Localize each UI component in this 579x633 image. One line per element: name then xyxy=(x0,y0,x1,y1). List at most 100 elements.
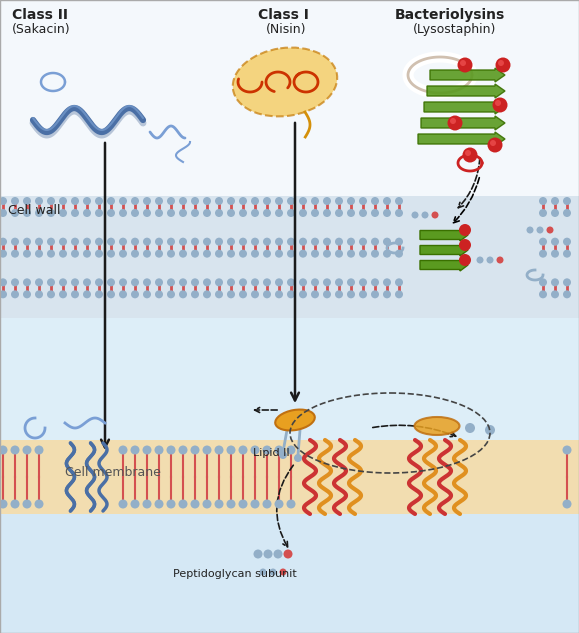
Circle shape xyxy=(347,249,355,258)
Circle shape xyxy=(107,197,115,205)
Circle shape xyxy=(227,279,235,286)
Circle shape xyxy=(294,454,302,462)
Circle shape xyxy=(179,197,187,205)
Circle shape xyxy=(539,291,547,298)
Circle shape xyxy=(191,249,199,258)
Circle shape xyxy=(142,446,152,454)
Circle shape xyxy=(191,279,199,286)
Text: (Nisin): (Nisin) xyxy=(266,23,306,36)
Circle shape xyxy=(47,209,55,217)
Circle shape xyxy=(191,291,199,298)
Circle shape xyxy=(280,568,287,575)
Circle shape xyxy=(311,291,319,298)
Circle shape xyxy=(284,549,292,558)
Circle shape xyxy=(383,237,391,246)
Circle shape xyxy=(359,291,367,298)
Circle shape xyxy=(563,209,571,217)
Circle shape xyxy=(71,209,79,217)
FancyArrow shape xyxy=(420,229,468,241)
Circle shape xyxy=(450,118,456,124)
Circle shape xyxy=(335,249,343,258)
Circle shape xyxy=(347,279,355,286)
Bar xyxy=(0,440,579,514)
Circle shape xyxy=(155,197,163,205)
Circle shape xyxy=(178,446,188,454)
Circle shape xyxy=(395,197,403,205)
Circle shape xyxy=(383,197,391,205)
Circle shape xyxy=(143,249,151,258)
Circle shape xyxy=(335,237,343,246)
Circle shape xyxy=(490,140,496,146)
Circle shape xyxy=(95,249,103,258)
Circle shape xyxy=(459,254,471,266)
Circle shape xyxy=(10,499,20,508)
Circle shape xyxy=(107,209,115,217)
Circle shape xyxy=(251,499,259,508)
Circle shape xyxy=(239,209,247,217)
Circle shape xyxy=(251,249,259,258)
Circle shape xyxy=(395,209,403,217)
Circle shape xyxy=(59,209,67,217)
FancyArrow shape xyxy=(424,100,505,114)
Circle shape xyxy=(119,291,127,298)
Circle shape xyxy=(371,237,379,246)
FancyArrow shape xyxy=(420,259,468,271)
Bar xyxy=(0,318,579,448)
Circle shape xyxy=(35,197,43,205)
Circle shape xyxy=(167,209,175,217)
Circle shape xyxy=(47,279,55,286)
Text: (Sakacin): (Sakacin) xyxy=(12,23,71,36)
Circle shape xyxy=(35,249,43,258)
Circle shape xyxy=(359,237,367,246)
Circle shape xyxy=(59,197,67,205)
Circle shape xyxy=(335,197,343,205)
Circle shape xyxy=(539,197,547,205)
Circle shape xyxy=(215,197,223,205)
Circle shape xyxy=(539,279,547,286)
Circle shape xyxy=(263,209,271,217)
Circle shape xyxy=(239,237,247,246)
Circle shape xyxy=(59,237,67,246)
Circle shape xyxy=(23,279,31,286)
Circle shape xyxy=(274,499,284,508)
Circle shape xyxy=(498,60,504,66)
Circle shape xyxy=(23,209,31,217)
Circle shape xyxy=(488,137,503,153)
Circle shape xyxy=(239,291,247,298)
Circle shape xyxy=(119,499,127,508)
Circle shape xyxy=(167,279,175,286)
Circle shape xyxy=(11,237,19,246)
Circle shape xyxy=(551,197,559,205)
Circle shape xyxy=(131,249,139,258)
Circle shape xyxy=(107,249,115,258)
Circle shape xyxy=(35,499,43,508)
Circle shape xyxy=(254,549,262,558)
Circle shape xyxy=(251,279,259,286)
Circle shape xyxy=(547,227,554,234)
Circle shape xyxy=(287,237,295,246)
Circle shape xyxy=(203,237,211,246)
Circle shape xyxy=(371,209,379,217)
Circle shape xyxy=(422,211,428,218)
Circle shape xyxy=(0,237,7,246)
Circle shape xyxy=(203,446,211,454)
Circle shape xyxy=(275,279,283,286)
Circle shape xyxy=(11,291,19,298)
Circle shape xyxy=(203,499,211,508)
Circle shape xyxy=(263,279,271,286)
Circle shape xyxy=(251,197,259,205)
Circle shape xyxy=(83,197,91,205)
Circle shape xyxy=(155,209,163,217)
Circle shape xyxy=(179,249,187,258)
Circle shape xyxy=(537,227,544,234)
Circle shape xyxy=(107,291,115,298)
Circle shape xyxy=(287,197,295,205)
Bar xyxy=(0,506,579,633)
FancyArrow shape xyxy=(427,84,505,98)
Circle shape xyxy=(155,279,163,286)
Text: Bacteriolysins: Bacteriolysins xyxy=(395,8,505,22)
Circle shape xyxy=(551,279,559,286)
Circle shape xyxy=(35,279,43,286)
Circle shape xyxy=(359,249,367,258)
Circle shape xyxy=(551,291,559,298)
